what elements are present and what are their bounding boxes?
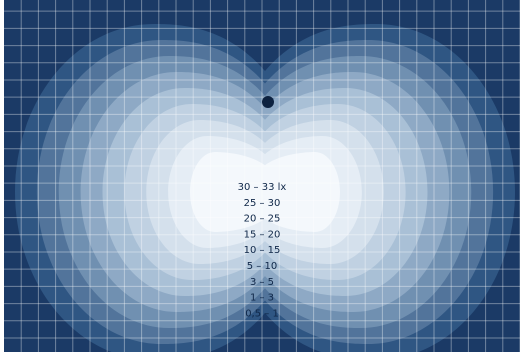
- legend-label: 3 – 5: [250, 277, 274, 288]
- isolux-plot: 30 – 33 lx 25 – 30 20 – 25 15 – 20 10 – 15 5 …: [4, 0, 520, 352]
- luminaire-marker: [262, 96, 274, 108]
- legend-label: 10 – 15: [244, 245, 281, 256]
- legend-label: 15 – 20: [244, 229, 281, 240]
- contour-30: [190, 152, 340, 232]
- legend-label: 5 – 10: [247, 261, 277, 272]
- isolux-contours: [15, 24, 515, 352]
- grid-lines: [4, 0, 520, 352]
- isolux-legend: 30 – 33 lx 25 – 30 20 – 25 15 – 20 10 – 15 5 …: [238, 182, 287, 319]
- legend-label: 0,5 – 1: [245, 308, 279, 319]
- legend-label: 20 – 25: [244, 214, 281, 225]
- legend-label: 1 – 3: [250, 293, 274, 304]
- legend-label: 25 – 30: [244, 198, 281, 209]
- legend-label: 30 – 33 lx: [238, 182, 287, 193]
